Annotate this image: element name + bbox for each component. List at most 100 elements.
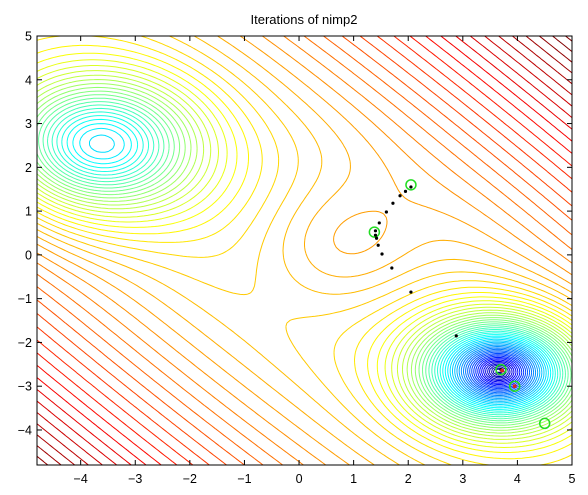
contour-level [79,127,549,407]
contour-level [37,36,572,465]
contour-level [37,36,572,465]
contour-level [51,107,561,416]
contour-lines [37,36,572,465]
start-point-circle [495,363,507,376]
iterate-point [384,210,388,214]
contour-level [491,366,507,377]
contour-level [475,355,523,388]
x-tick-label: 0 [296,472,303,486]
solution-marker [512,384,517,389]
contour-level [37,36,572,465]
contour-level [37,36,572,465]
x-tick-label: 1 [350,472,357,486]
y-tick-label: −4 [18,423,32,437]
iterate-point [454,334,458,338]
y-tick-label: 4 [25,73,32,87]
contour-level [489,364,509,379]
iterate-point [376,243,380,247]
start-point-circle [538,417,551,430]
contour-level [37,90,572,426]
x-tick-label: −1 [237,472,251,486]
contour-level [37,83,572,431]
contour-level [38,97,569,422]
y-tick-label: −2 [18,336,32,350]
contour-level [37,36,572,465]
x-tick-label: 5 [569,472,576,486]
y-tick-label: 3 [25,117,32,131]
contour-level [37,36,572,465]
iterate-point [403,189,408,194]
contour-level [37,36,572,465]
iterate-point [377,221,381,225]
contour-level [463,347,535,396]
contour-level [456,343,541,401]
contour-level [479,358,519,385]
x-tick-label: 4 [514,472,521,486]
contour-level [37,70,572,440]
contour-level [483,360,515,383]
contour-level [37,36,572,465]
contour-level [37,36,572,465]
x-tick-label: 2 [405,472,412,486]
start-point-circle [405,179,417,191]
iterate-point [409,185,413,189]
iterate-point [380,252,384,256]
contour-level [37,65,572,444]
contour-level [458,344,539,399]
contour-level [37,36,572,465]
contour-level [481,359,517,384]
contour-level [37,36,572,465]
iteration-markers [368,179,551,430]
contour-level [56,111,559,414]
x-tick-label: −2 [183,472,197,486]
contour-level [37,36,572,465]
contour-level [37,36,572,465]
y-axis: 5 4 3 2 1 0 −1 −2 −3 −4 [18,30,572,437]
plot-area [36,35,573,466]
y-tick-label: 1 [25,205,32,219]
contour-level [467,350,531,394]
y-tick-label: 2 [25,161,32,175]
contour-level [37,36,572,465]
contour-level [37,79,572,434]
iterate-point [390,266,394,270]
iterate-point [398,194,402,198]
contour-level [37,44,572,460]
contour-level [47,104,564,418]
contour-level [37,36,572,465]
contour-level [37,94,572,424]
contour-level [61,115,556,412]
contour-level [452,340,545,404]
y-tick-label: −3 [18,380,32,394]
x-axis: −4 −3 −2 −1 0 1 2 3 4 5 [74,36,576,486]
contour-level [42,101,566,420]
contour-level [37,36,572,465]
x-tick-label: 3 [459,472,466,486]
contour-level [454,341,543,402]
contour-level [37,36,572,465]
iterate-point [373,233,378,237]
plot-frame [36,35,573,466]
iterate-point [391,201,395,205]
contour-level [72,123,552,409]
y-tick-label: 0 [25,248,32,262]
chart-title: Iterations of nimp2 [251,12,358,27]
contour-level [487,363,511,380]
contour-level [37,36,572,465]
solution-marker [500,368,505,373]
x-tick-label: −4 [74,472,88,486]
contour-level [37,52,572,453]
start-point-circle [508,380,521,392]
contour-level [485,362,513,381]
contour-level [37,36,572,465]
contour-level [37,59,572,448]
start-point-circle [368,226,381,238]
contour-level [89,134,547,405]
contour-level [552,36,572,52]
contour-level [37,36,572,465]
iterate-point [373,229,378,233]
contour-level [460,346,537,398]
y-tick-label: −1 [18,292,32,306]
x-tick-label: −3 [128,472,142,486]
